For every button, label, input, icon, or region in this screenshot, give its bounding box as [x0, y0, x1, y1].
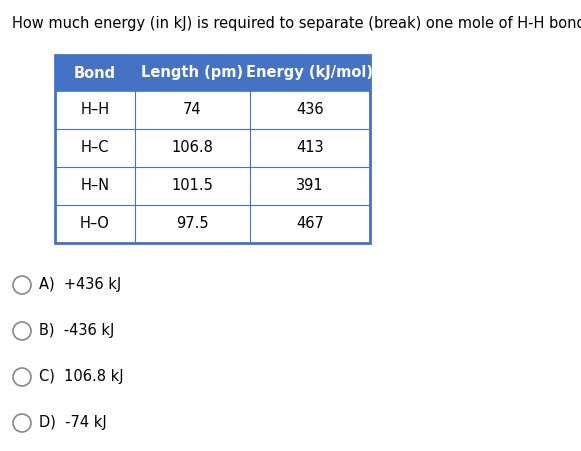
- Text: How much energy (in kJ) is required to separate (break) one mole of H-H bonds?: How much energy (in kJ) is required to s…: [12, 16, 581, 31]
- Text: B)  -436 kJ: B) -436 kJ: [39, 323, 114, 339]
- Bar: [135, 205, 250, 243]
- Bar: [55, 55, 135, 91]
- Bar: [250, 91, 370, 129]
- Text: 436: 436: [296, 102, 324, 118]
- Bar: [250, 167, 370, 205]
- Bar: [55, 205, 135, 243]
- Text: H–N: H–N: [80, 179, 110, 193]
- Text: 101.5: 101.5: [171, 179, 213, 193]
- Text: 467: 467: [296, 216, 324, 231]
- Text: D)  -74 kJ: D) -74 kJ: [39, 415, 107, 431]
- Bar: [135, 129, 250, 167]
- Bar: [135, 55, 250, 91]
- Bar: [55, 129, 135, 167]
- Text: 391: 391: [296, 179, 324, 193]
- Text: A)  +436 kJ: A) +436 kJ: [39, 277, 121, 293]
- Text: 106.8: 106.8: [171, 141, 213, 156]
- Text: 413: 413: [296, 141, 324, 156]
- Text: Bond: Bond: [74, 65, 116, 80]
- Text: H–H: H–H: [80, 102, 110, 118]
- Text: 97.5: 97.5: [176, 216, 209, 231]
- Text: H–C: H–C: [81, 141, 109, 156]
- Bar: [250, 55, 370, 91]
- Bar: [55, 55, 370, 243]
- Bar: [55, 167, 135, 205]
- Bar: [250, 205, 370, 243]
- Bar: [55, 91, 135, 129]
- Bar: [135, 91, 250, 129]
- Text: Length (pm): Length (pm): [141, 65, 243, 80]
- Text: H–O: H–O: [80, 216, 110, 231]
- Bar: [250, 129, 370, 167]
- Text: Energy (kJ/mol): Energy (kJ/mol): [246, 65, 374, 80]
- Text: C)  106.8 kJ: C) 106.8 kJ: [39, 369, 124, 385]
- Bar: [135, 167, 250, 205]
- Text: 74: 74: [183, 102, 202, 118]
